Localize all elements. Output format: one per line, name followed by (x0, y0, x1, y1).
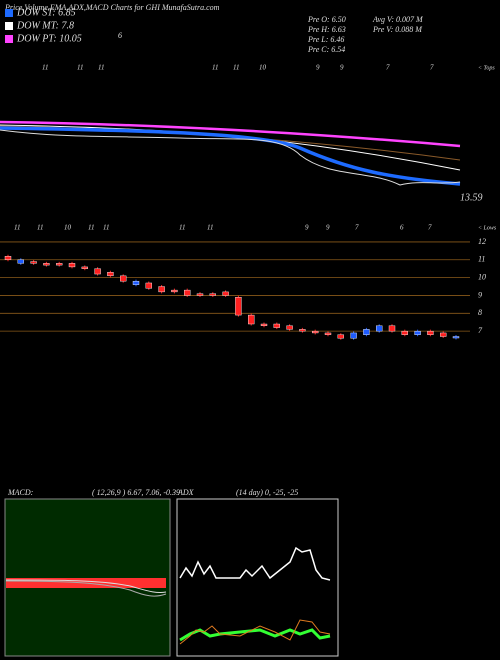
date-label: 11 (212, 64, 218, 72)
macd-panel (4, 498, 171, 657)
candle (196, 293, 204, 296)
y-tick-label: 11 (478, 255, 485, 264)
candle (171, 289, 178, 293)
candle (17, 259, 24, 264)
macd-histogram (5, 578, 167, 597)
candle (43, 263, 50, 266)
date-label: 11 (14, 224, 20, 232)
info: Pre L: 6.46 (307, 35, 344, 44)
candle (119, 275, 127, 282)
legend-swatch (5, 35, 13, 43)
candle (337, 334, 344, 339)
date-label: 9 (305, 224, 309, 232)
candle (30, 261, 37, 264)
date-label: 11 (233, 64, 239, 72)
candle (183, 289, 191, 296)
info: Pre H: 6.63 (307, 25, 346, 34)
y-tick-label: 7 (478, 326, 483, 335)
candle (363, 329, 370, 335)
candle (209, 293, 217, 296)
candle (376, 325, 383, 332)
candle (222, 291, 229, 296)
info: Pre V: 0.088 M (372, 25, 423, 34)
date-label: 7 (430, 64, 434, 72)
date-label: 10 (64, 224, 72, 232)
date-label: 9 (340, 64, 344, 72)
candle (68, 263, 76, 268)
date-label: 9 (316, 64, 320, 72)
chart-title: Price,Volume,EMA,ADX,MACD Charts for GHI… (4, 3, 220, 12)
date-label: 11 (98, 64, 104, 72)
date-label: 7 (355, 224, 359, 232)
candle (107, 272, 114, 277)
candle (94, 268, 101, 275)
macd-params: ( 12,26,9 ) 6.67, 7.06, -0.39 (92, 488, 180, 497)
candle (440, 332, 447, 337)
adx-params: (14 day) 0, -25, -25 (236, 488, 298, 497)
candle (350, 332, 357, 339)
y-tick-label: 12 (478, 237, 486, 246)
y-tick-label: 8 (478, 308, 482, 317)
date-label: 11 (42, 64, 48, 72)
candle (81, 266, 89, 269)
legend-label: DOW ST: 6.85 (16, 7, 76, 18)
ema-label: 13.59 (460, 192, 483, 203)
date-label: 7 (386, 64, 390, 72)
candle (299, 329, 306, 332)
candle (452, 336, 460, 339)
side-label: 6 (118, 31, 122, 40)
date-label: 7 (428, 224, 432, 232)
legend-swatch (5, 9, 13, 17)
candle (56, 263, 63, 266)
y-tick-label: 10 (478, 272, 486, 281)
candle (273, 323, 280, 328)
date-label: 11 (103, 224, 109, 232)
candle (324, 332, 332, 335)
candle (247, 314, 255, 325)
candle (235, 297, 242, 316)
info: Pre C: 6.54 (307, 45, 345, 54)
candle (286, 325, 293, 330)
candle (260, 323, 268, 326)
date-label: 9 (326, 224, 330, 232)
candle (132, 280, 140, 285)
date-label: 11 (88, 224, 94, 232)
tops-label: < Tops (478, 65, 495, 71)
info: Pre O: 6.50 (307, 15, 346, 24)
info: Avg V: 0.007 M (372, 15, 424, 24)
adx-title: ADX (177, 488, 195, 497)
date-label: 6 (400, 224, 404, 232)
date-label: 11 (37, 224, 43, 232)
candle (401, 330, 408, 335)
date-label: 11 (207, 224, 213, 232)
legend-label: DOW MT: 7.8 (16, 20, 74, 31)
date-label: 10 (259, 64, 267, 72)
adx-lines (179, 546, 331, 645)
ema-lines (0, 120, 461, 186)
legend-label: DOW PT: 10.05 (16, 33, 82, 44)
candle (414, 330, 421, 335)
date-label: 11 (179, 224, 185, 232)
candle (158, 286, 165, 293)
legend-swatch (5, 22, 13, 30)
candle (427, 330, 434, 335)
macd-title: MACD: (7, 488, 34, 497)
candle (4, 256, 12, 260)
lows-label: < Lows (478, 225, 497, 231)
y-tick-label: 9 (478, 290, 482, 299)
date-label: 11 (77, 64, 83, 72)
candle (388, 325, 396, 332)
candle (145, 282, 153, 289)
candle (312, 330, 319, 334)
